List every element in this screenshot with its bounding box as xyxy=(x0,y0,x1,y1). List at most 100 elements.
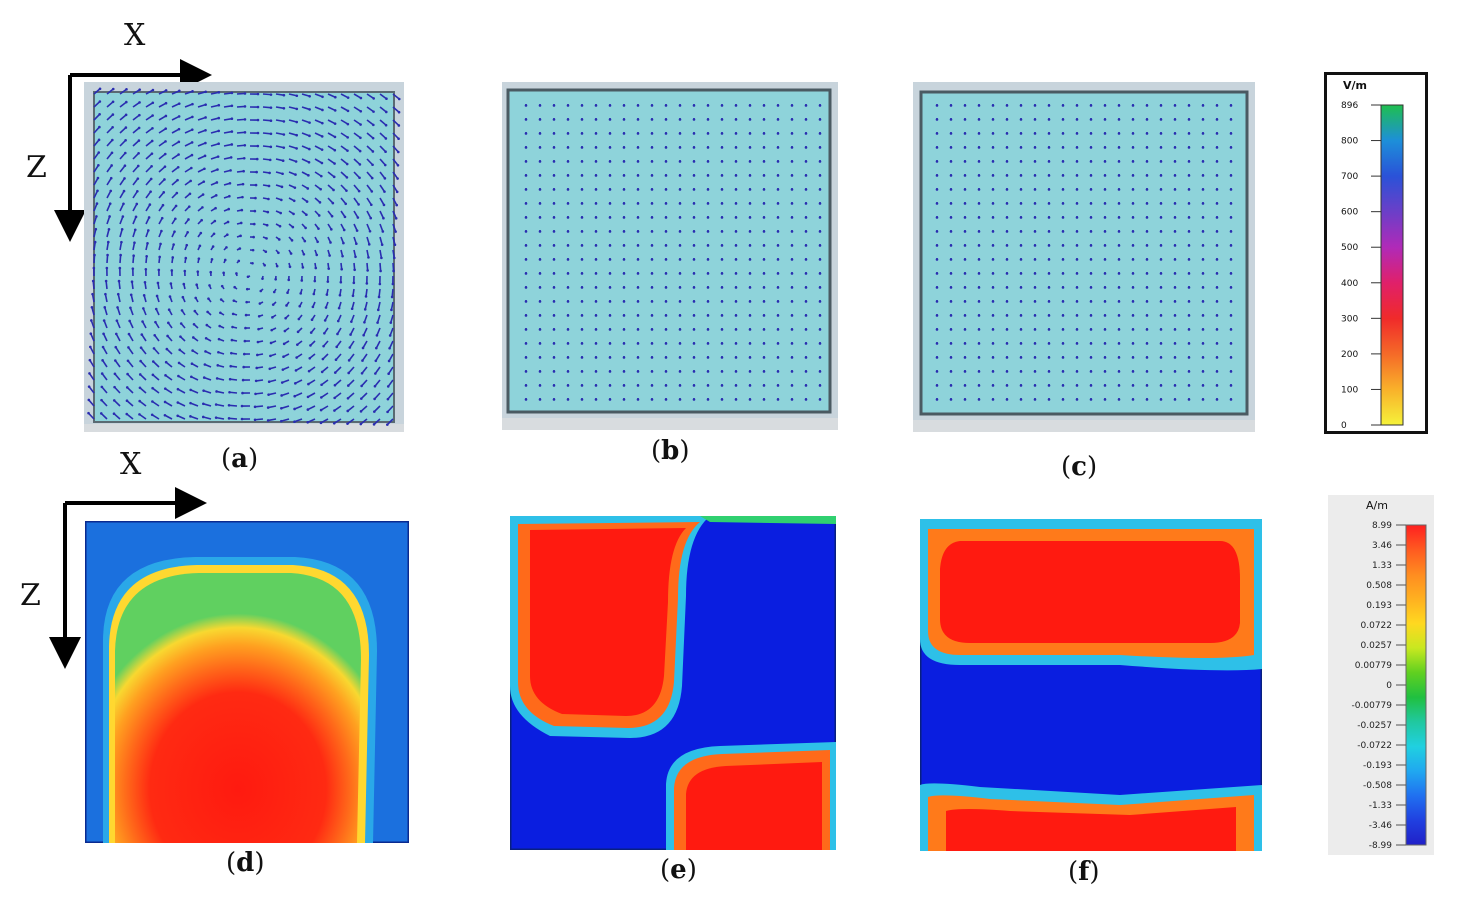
field-arrow-head xyxy=(1005,160,1009,163)
field-arrow-head xyxy=(552,244,556,247)
field-arrow xyxy=(126,413,134,420)
field-arrow-head xyxy=(1131,188,1135,191)
field-arrow-head xyxy=(804,230,808,233)
field-arrow-head xyxy=(804,342,808,345)
field-arrow xyxy=(90,333,95,342)
field-arrow-head xyxy=(608,160,612,163)
field-arrow-head xyxy=(1117,356,1121,359)
field-arrow-head xyxy=(254,392,257,396)
field-arrow-head xyxy=(320,161,324,165)
field-arrow-head xyxy=(949,384,953,387)
field-arrow-head xyxy=(1215,356,1219,359)
field-arrow xyxy=(128,333,134,342)
field-arrow-head xyxy=(636,328,640,331)
field-arrow xyxy=(89,359,95,368)
field-arrow-head xyxy=(1159,300,1163,303)
field-arrow-head xyxy=(295,356,298,359)
field-arrow-head xyxy=(636,202,640,205)
field-arrow-head xyxy=(1145,272,1149,275)
field-arrow-head xyxy=(104,292,107,296)
field-arrow-head xyxy=(294,173,297,176)
field-arrow-head xyxy=(112,412,116,415)
field-arrow-head xyxy=(119,253,122,257)
field-arrow-head xyxy=(128,319,131,323)
field-arrow-head xyxy=(202,402,205,406)
field-arrow-head xyxy=(199,231,203,235)
field-arrow xyxy=(288,145,297,150)
field-arrow-head xyxy=(1187,356,1191,359)
field-arrow-head xyxy=(594,160,598,163)
field-arrow-head xyxy=(269,93,273,96)
field-arrow-head xyxy=(319,421,323,425)
field-arrow-head xyxy=(734,216,738,219)
field-arrow-head xyxy=(1103,300,1107,303)
field-arrow-head xyxy=(360,384,363,388)
field-arrow-head xyxy=(692,314,696,317)
field-arrow-head xyxy=(1061,244,1065,247)
field-arrow-head xyxy=(202,389,205,392)
field-arrow-head xyxy=(1033,202,1037,205)
field-arrow-head xyxy=(256,144,260,148)
field-arrow-head xyxy=(133,241,136,245)
field-arrow-head xyxy=(163,178,166,181)
caption-a: (a) xyxy=(221,444,259,474)
field-arrow xyxy=(197,116,206,121)
field-arrow-head xyxy=(608,328,612,331)
field-arrow xyxy=(113,399,121,407)
field-arrow-head xyxy=(151,360,155,363)
field-arrow-head xyxy=(394,230,397,233)
field-arrow-head xyxy=(1089,398,1093,401)
field-arrow-head xyxy=(147,216,151,219)
field-arrow-head xyxy=(268,367,272,371)
field-arrow-head xyxy=(243,105,247,108)
field-arrow-head xyxy=(748,216,752,219)
field-arrow-head xyxy=(566,384,570,387)
field-arrow-head xyxy=(183,269,187,273)
field-arrow-head xyxy=(359,96,363,100)
field-arrow-head xyxy=(1117,104,1121,107)
field-arrow-head xyxy=(256,118,260,122)
field-arrow-head xyxy=(297,317,301,321)
field-arrow-head xyxy=(594,272,598,275)
field-arrow-head xyxy=(226,220,230,224)
field-arrow-head xyxy=(1019,216,1023,219)
field-arrow xyxy=(118,281,121,290)
field-arrow xyxy=(145,178,152,186)
field-arrow-head xyxy=(636,314,640,317)
field-arrow-head xyxy=(706,118,710,121)
field-arrow-head xyxy=(189,388,192,392)
field-arrow-head xyxy=(187,205,191,208)
field-arrow-head xyxy=(991,146,995,149)
field-arrow-head xyxy=(345,162,349,166)
field-arrow-head xyxy=(1005,188,1009,191)
field-arrow xyxy=(377,301,381,310)
field-arrow-head xyxy=(138,88,142,91)
field-arrow-head xyxy=(268,158,272,162)
field-arrow-head xyxy=(566,160,570,163)
field-arrow-head xyxy=(622,314,626,317)
field-arrow-head xyxy=(692,216,696,219)
field-arrow-head xyxy=(1089,118,1093,121)
field-arrow-head xyxy=(734,384,738,387)
field-arrow-head xyxy=(255,366,259,370)
field-arrow-head xyxy=(346,149,349,152)
field-arrow-head xyxy=(622,230,626,233)
field-arrow-head xyxy=(1061,356,1065,359)
field-arrow-head xyxy=(148,203,152,206)
field-arrow-head xyxy=(1061,160,1065,163)
field-arrow-head xyxy=(230,91,234,95)
field-arrow-head xyxy=(636,384,640,387)
field-arrow-head xyxy=(1187,286,1191,289)
field-arrow xyxy=(386,418,394,426)
field-arrow-head xyxy=(191,102,194,106)
field-arrow xyxy=(106,165,113,173)
field-arrow xyxy=(119,88,127,95)
field-arrow-head xyxy=(594,314,598,317)
field-arrow-head xyxy=(319,187,322,191)
field-arrow-head xyxy=(538,300,542,303)
field-arrow-head xyxy=(608,342,612,345)
field-arrow-head xyxy=(790,132,794,135)
field-arrow-head xyxy=(762,356,766,359)
field-arrow xyxy=(366,223,371,232)
field-arrow-head xyxy=(678,384,682,387)
